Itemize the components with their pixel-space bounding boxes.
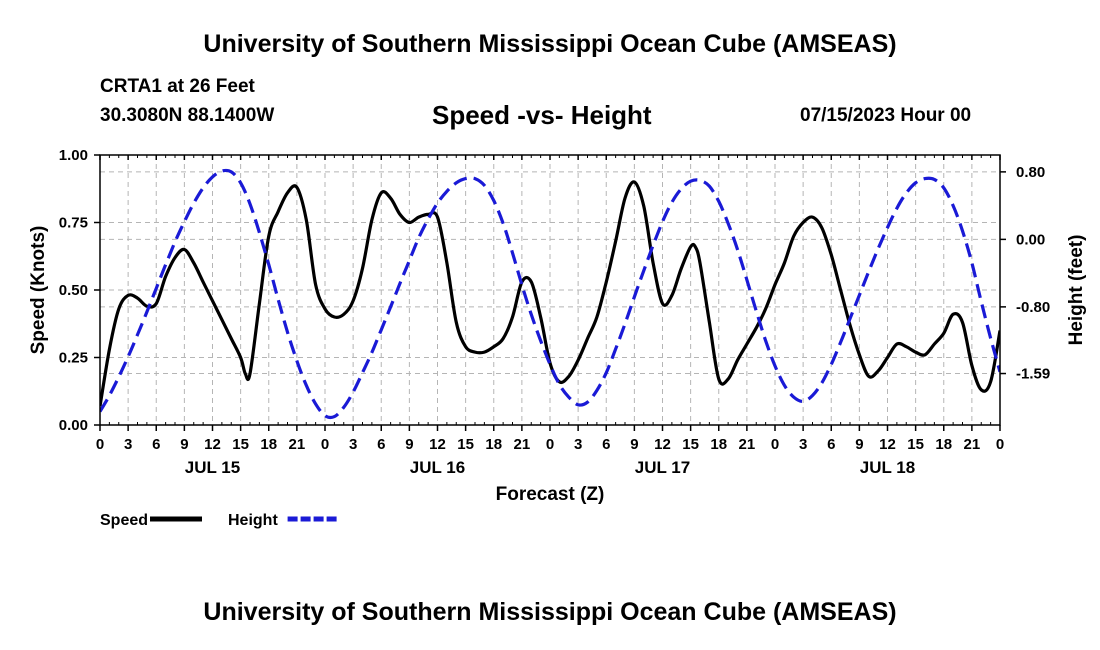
x-tick-label: 15 — [232, 436, 249, 453]
x-tick-label: 6 — [377, 436, 385, 453]
day-label: JUL 17 — [635, 458, 690, 477]
day-label: JUL 16 — [410, 458, 465, 477]
legend-label: Height — [228, 512, 278, 529]
y2-tick-label: -1.59 — [1016, 366, 1050, 383]
x-tick-label: 6 — [827, 436, 835, 453]
coordinates-label: 30.3080N 88.1400W — [100, 105, 275, 126]
x-tick-label: 21 — [739, 436, 756, 453]
x-tick-label: 18 — [485, 436, 502, 453]
x-tick-label: 0 — [996, 436, 1004, 453]
y2-tick-label: -0.80 — [1016, 299, 1050, 316]
footer-title: University of Southern Mississippi Ocean… — [203, 598, 897, 626]
chart-subtitle: Speed -vs- Height — [432, 100, 652, 130]
station-label: CRTA1 at 26 Feet — [100, 76, 255, 97]
x-tick-label: 3 — [799, 436, 807, 453]
axes: 0 3 6 9 12 15 18 21 0 3 6 9 12 15 18 21 0 3 6 9 12 15 18 21 0 3 6 9… — [59, 147, 1050, 477]
x-tick-label: 9 — [855, 436, 863, 453]
x-tick-label: 6 — [602, 436, 610, 453]
x-tick-label: 3 — [124, 436, 132, 453]
grid — [100, 155, 1000, 425]
day-label: JUL 18 — [860, 458, 915, 477]
y-tick-label: 1.00 — [59, 147, 88, 164]
x-tick-label: 9 — [180, 436, 188, 453]
x-tick-label: 21 — [964, 436, 981, 453]
y-tick-label: 0.25 — [59, 350, 88, 367]
x-tick-label: 18 — [935, 436, 952, 453]
y-tick-label: 0.00 — [59, 417, 88, 434]
legend: Speed Height — [100, 512, 340, 529]
day-label: JUL 15 — [185, 458, 240, 477]
y-tick-label: 0.50 — [59, 282, 88, 299]
y2-tick-label: 0.80 — [1016, 164, 1045, 181]
x-axis-label: Forecast (Z) — [496, 484, 605, 505]
series-layer — [100, 168, 1000, 420]
x-tick-label: 3 — [574, 436, 582, 453]
x-tick-label: 21 — [289, 436, 306, 453]
x-tick-label: 12 — [429, 436, 446, 453]
y-axis-label: Speed (Knots) — [28, 226, 49, 355]
main-title: University of Southern Mississippi Ocean… — [203, 30, 897, 58]
x-tick-label: 0 — [321, 436, 329, 453]
y2-tick-label: 0.00 — [1016, 231, 1045, 248]
x-tick-label: 12 — [204, 436, 221, 453]
x-tick-label: 9 — [630, 436, 638, 453]
x-tick-label: 12 — [654, 436, 671, 453]
x-tick-label: 0 — [771, 436, 779, 453]
x-tick-label: 18 — [260, 436, 277, 453]
y-tick-label: 0.75 — [59, 215, 88, 232]
x-tick-label: 3 — [349, 436, 357, 453]
x-tick-label: 0 — [546, 436, 554, 453]
forecast-date: 07/15/2023 Hour 00 — [800, 105, 972, 126]
x-tick-label: 15 — [457, 436, 474, 453]
y2-axis-label: Height (feet) — [1066, 235, 1087, 346]
x-tick-label: 18 — [710, 436, 727, 453]
x-tick-label: 21 — [514, 436, 531, 453]
x-tick-label: 9 — [405, 436, 413, 453]
x-tick-label: 12 — [879, 436, 896, 453]
x-tick-label: 0 — [96, 436, 104, 453]
x-tick-label: 15 — [682, 436, 699, 453]
height-series-line — [100, 168, 1000, 420]
x-tick-label: 15 — [907, 436, 924, 453]
legend-label: Speed — [100, 512, 148, 529]
x-tick-label: 6 — [152, 436, 160, 453]
